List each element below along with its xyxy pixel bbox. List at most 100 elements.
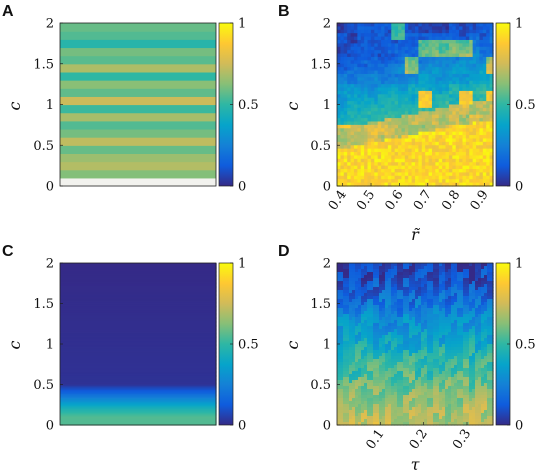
heatmap-cell: [490, 263, 494, 267]
heatmap-cell: [355, 317, 359, 321]
heatmap-cell: [337, 281, 341, 285]
heatmap-cell: [355, 359, 359, 363]
heatmap-cell: [436, 335, 440, 339]
heatmap-cell: [382, 278, 386, 282]
heatmap-cell: [482, 114, 487, 119]
heatmap-cell: [436, 341, 440, 345]
heatmap-cell: [457, 359, 461, 363]
heatmap-cell: [469, 287, 473, 291]
heatmap-cell: [459, 101, 464, 106]
heatmap-cell: [376, 362, 380, 366]
heatmap-cell: [373, 395, 377, 399]
heatmap-cell: [445, 158, 450, 163]
heatmap-cell: [394, 389, 398, 393]
heatmap-cell: [459, 23, 464, 27]
heatmap-cell: [476, 101, 481, 106]
heatmap-cell: [439, 266, 443, 270]
heatmap-cell: [457, 320, 461, 324]
heatmap-cell: [421, 395, 425, 399]
heatmap-cell: [479, 141, 484, 146]
heatmap-cell: [451, 278, 455, 282]
heatmap-cell: [463, 338, 467, 342]
heatmap-cell: [418, 101, 423, 106]
heatmap-cell: [448, 124, 453, 129]
heatmap-cell: [374, 77, 379, 82]
heatmap-cell: [397, 317, 401, 321]
heatmap-cell: [394, 344, 398, 348]
heatmap-cell: [439, 326, 443, 330]
heatmap-cell: [421, 278, 425, 282]
heatmap-cell: [353, 162, 358, 167]
heatmap-cell: [361, 332, 365, 336]
heatmap-cell: [346, 335, 350, 339]
heatmap-cell: [433, 395, 437, 399]
heatmap-cell: [360, 114, 365, 119]
heatmap-cell: [376, 392, 380, 396]
heatmap-cell: [346, 305, 350, 309]
heatmap-cell: [364, 118, 369, 123]
heatmap-cell: [337, 389, 341, 393]
heatmap-cell: [459, 107, 464, 112]
heatmap-cell: [360, 63, 365, 68]
heatmap-cell: [404, 138, 409, 143]
heatmap-cell: [391, 305, 395, 309]
heatmap-cell: [439, 401, 443, 405]
heatmap-cell: [346, 320, 350, 324]
heatmap-cell: [460, 335, 464, 339]
heatmap-cell: [340, 60, 345, 65]
heatmap-cell: [355, 308, 359, 312]
heatmap-cell: [442, 118, 447, 123]
heatmap-cell: [409, 350, 413, 354]
heatmap-cell: [394, 162, 399, 167]
heatmap-cell: [472, 263, 476, 267]
heatmap-cell: [401, 162, 406, 167]
heatmap-cell: [374, 179, 379, 184]
heatmap-cell: [394, 80, 399, 85]
heatmap-cell: [445, 368, 449, 372]
heatmap-cell: [424, 380, 428, 384]
heatmap-cell: [489, 172, 494, 177]
heatmap-cell: [349, 275, 353, 279]
heatmap-cell: [357, 152, 362, 157]
heatmap-cell: [385, 269, 389, 273]
heatmap-cell: [355, 266, 359, 270]
heatmap-cell: [415, 84, 419, 89]
heatmap-cell: [403, 317, 407, 321]
heatmap-cell: [397, 275, 401, 279]
heatmap-cell: [374, 53, 379, 58]
heatmap-cell: [466, 380, 470, 384]
heatmap-cell: [469, 179, 474, 184]
heatmap-cell: [418, 284, 422, 288]
heatmap-cell: [411, 104, 416, 109]
heatmap-cell: [377, 84, 382, 89]
heatmap-cell: [411, 148, 416, 153]
heatmap-cell: [418, 338, 422, 342]
heatmap-cell: [358, 281, 362, 285]
heatmap-cell: [376, 266, 380, 270]
heatmap-cell: [403, 359, 407, 363]
heatmap-cell: [401, 67, 406, 72]
heatmap-cell: [377, 63, 382, 68]
heatmap-cell: [428, 124, 433, 129]
heatmap-cell: [452, 101, 457, 106]
heatmap-cell: [472, 335, 476, 339]
heatmap-cell: [428, 67, 433, 72]
heatmap-cell: [476, 90, 481, 95]
heatmap-cell: [455, 131, 460, 136]
heatmap-cell: [418, 124, 423, 129]
heatmap-cell: [445, 179, 450, 184]
heatmap-cell: [364, 175, 369, 180]
heatmap-cell: [337, 287, 341, 291]
heatmap-cell: [425, 73, 430, 78]
heatmap-cell: [418, 341, 422, 345]
heatmap-cell: [337, 77, 341, 82]
heatmap-cell: [460, 404, 464, 408]
heatmap-cell: [357, 36, 362, 41]
heatmap-cell: [340, 172, 345, 177]
heatmap-cell: [435, 104, 440, 109]
heatmap-cell: [442, 33, 447, 38]
heatmap-cell: [382, 401, 386, 405]
heatmap-cell: [388, 290, 392, 294]
heatmap-cell: [465, 104, 470, 109]
heatmap-cell: [406, 302, 410, 306]
